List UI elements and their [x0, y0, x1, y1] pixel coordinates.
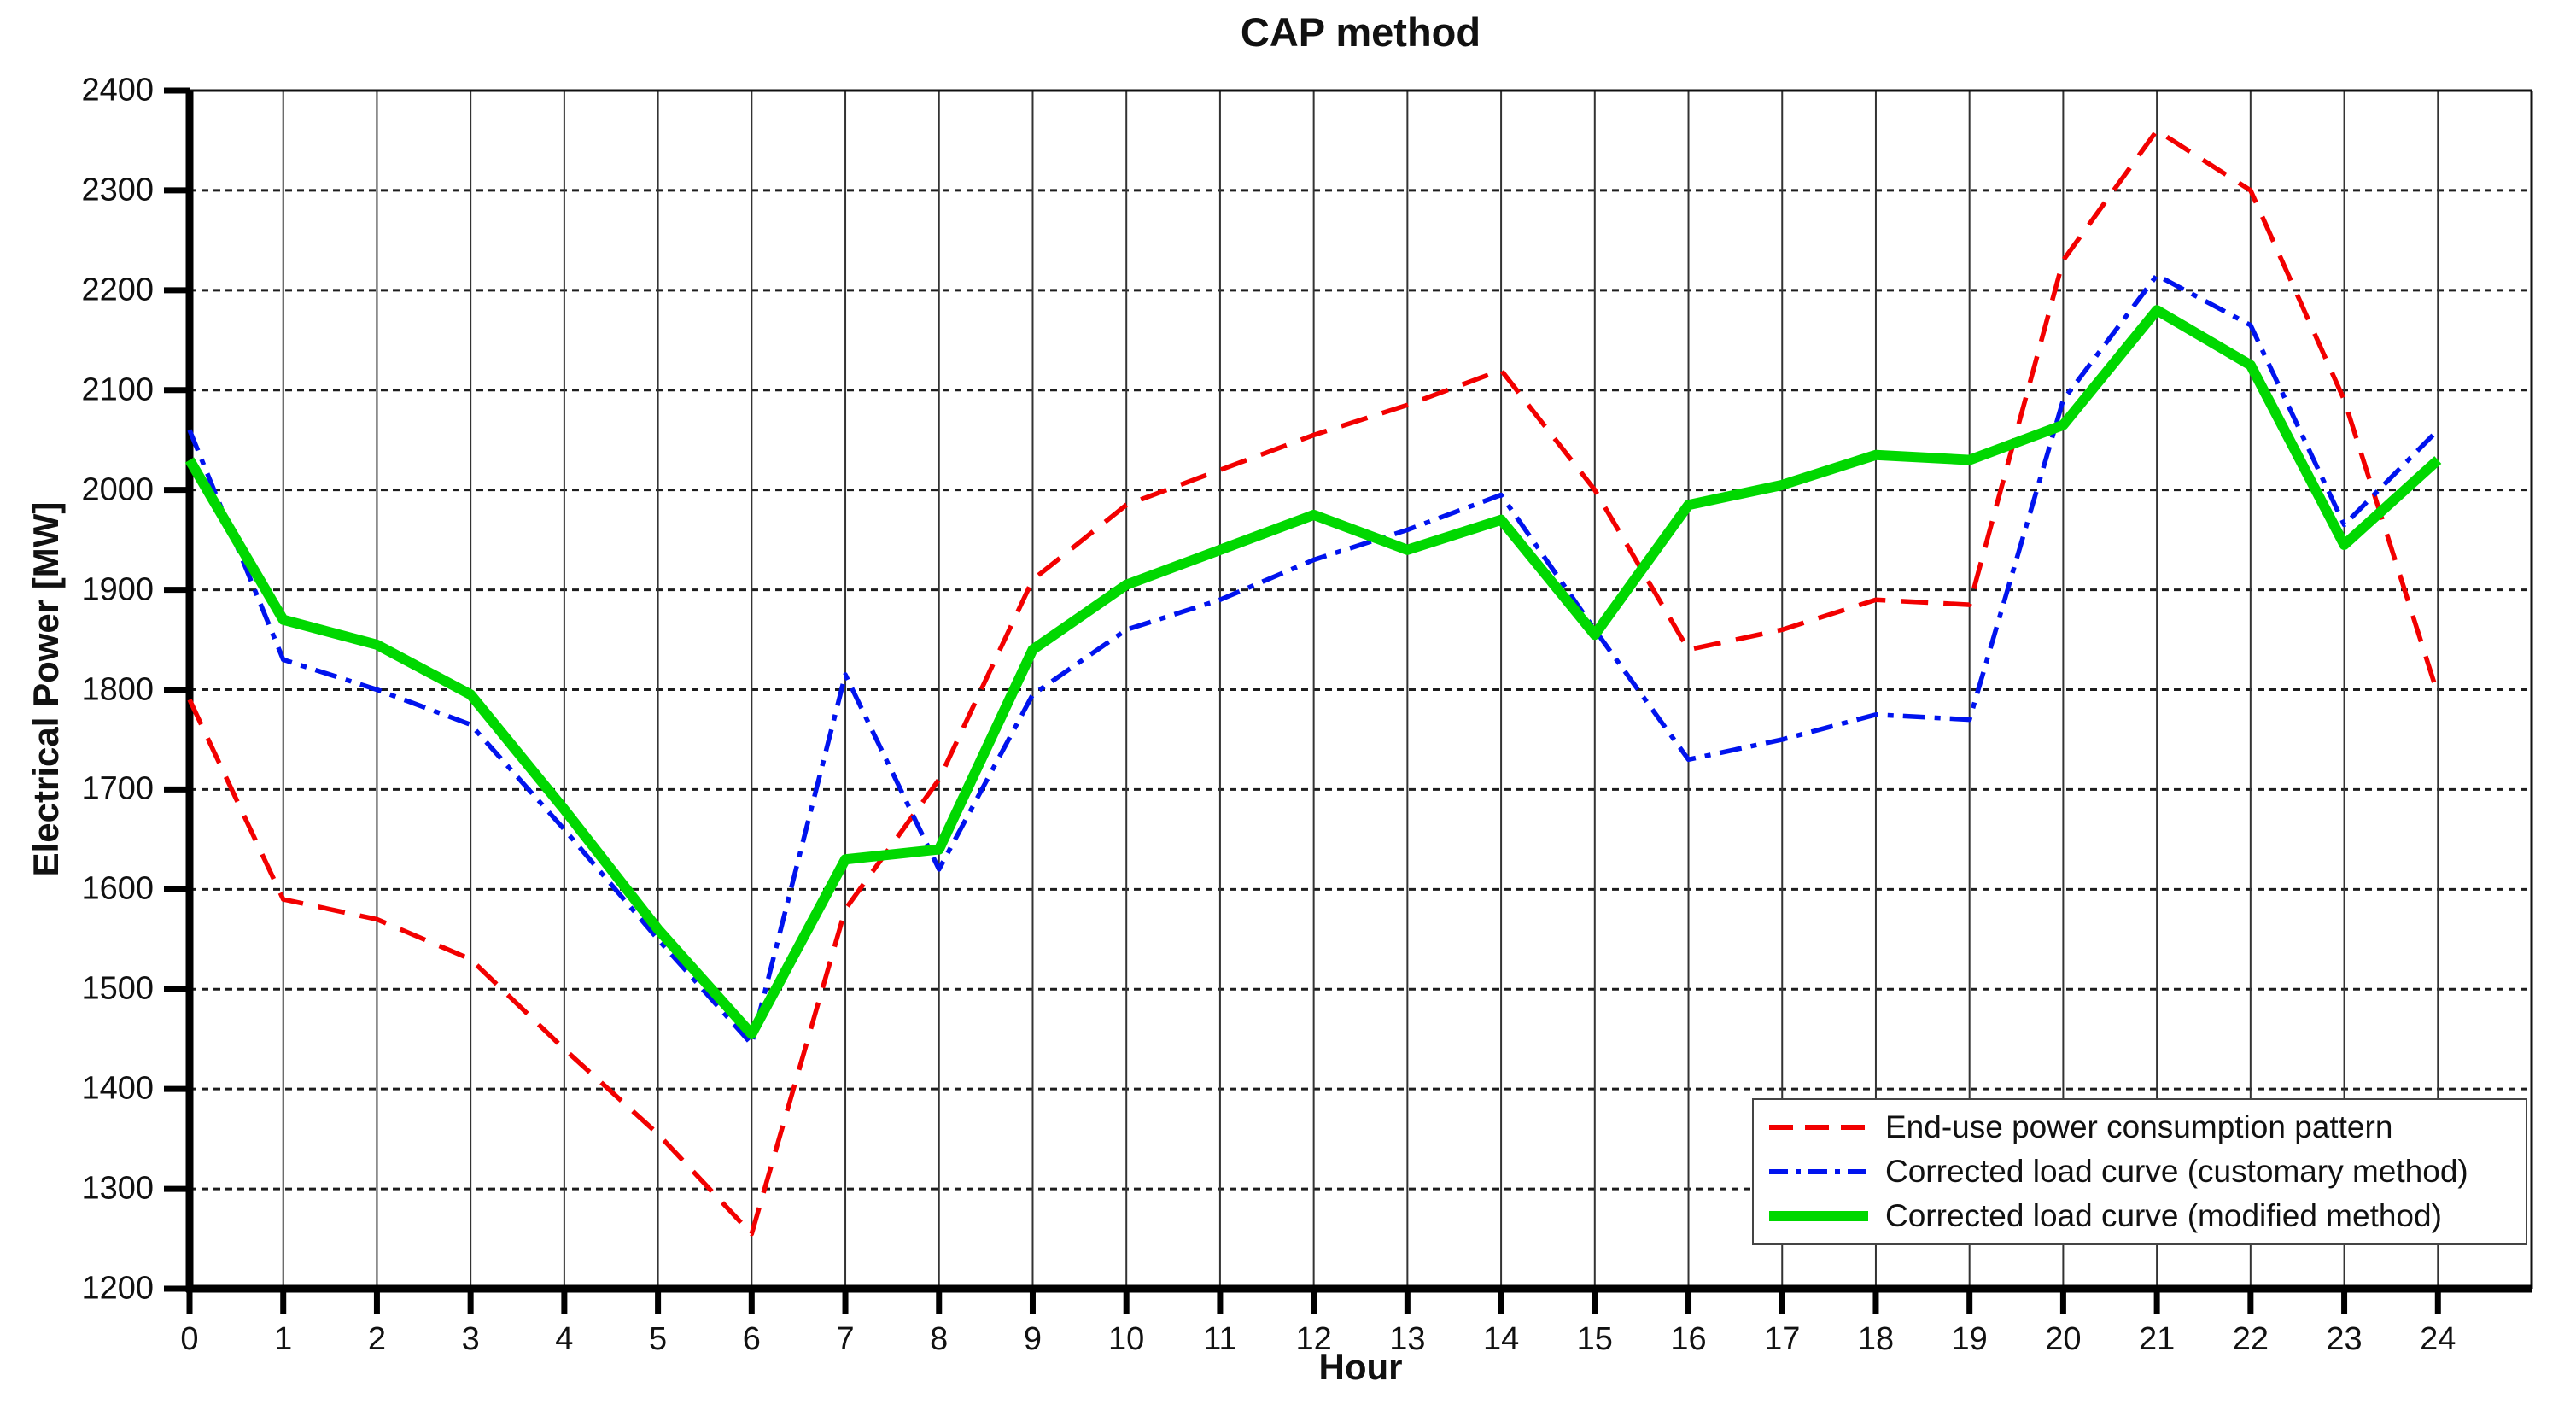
y-tick-label: 1200 — [81, 1270, 154, 1307]
x-tick-label: 5 — [649, 1321, 668, 1357]
x-tick-label: 3 — [461, 1321, 480, 1357]
x-tick-label: 10 — [1108, 1321, 1145, 1357]
y-tick-label: 2200 — [81, 272, 154, 308]
x-tick-label: 14 — [1482, 1321, 1520, 1357]
x-tick-label: 23 — [2326, 1321, 2363, 1357]
legend-entry: End-use power consumption pattern — [1767, 1109, 2526, 1145]
x-tick-label: 24 — [2420, 1321, 2456, 1357]
x-tick-label: 13 — [1389, 1321, 1426, 1357]
y-tick-label: 1700 — [81, 770, 154, 807]
x-tick-label: 4 — [555, 1321, 574, 1357]
x-tick-label: 15 — [1576, 1321, 1613, 1357]
y-tick-label: 1800 — [81, 671, 154, 707]
y-tick-label: 1400 — [81, 1070, 154, 1107]
x-tick-label: 11 — [1203, 1321, 1237, 1357]
series-line-2 — [184, 305, 2442, 1039]
x-tick-label: 19 — [1951, 1321, 1988, 1357]
x-tick-label: 17 — [1764, 1321, 1801, 1357]
y-tick-label: 1300 — [81, 1170, 154, 1207]
x-tick-label: 12 — [1295, 1321, 1332, 1357]
x-tick-label: 2 — [367, 1321, 386, 1357]
y-tick-label: 2000 — [81, 471, 154, 508]
legend-entry: Corrected load curve (modified method) — [1767, 1198, 2526, 1234]
legend-label: Corrected load curve (modified method) — [1885, 1198, 2442, 1233]
legend-label: End-use power consumption pattern — [1885, 1109, 2393, 1144]
chart-title: CAP method — [1240, 9, 1481, 55]
y-tick-label: 2300 — [81, 172, 154, 208]
x-tick-label: 18 — [1857, 1321, 1895, 1357]
x-axis-label: Hour — [1318, 1347, 1403, 1387]
legend-line-sample — [1769, 1169, 1868, 1174]
y-tick-label: 1900 — [81, 571, 154, 608]
x-tick-label: 20 — [2045, 1321, 2082, 1357]
y-tick-label: 1500 — [81, 970, 154, 1007]
legend-entry: Corrected load curve (customary method) — [1767, 1154, 2526, 1190]
legend: End-use power consumption pattern Correct… — [1752, 1098, 2527, 1245]
x-tick-label: 7 — [836, 1321, 855, 1357]
y-tick-label: 2400 — [81, 72, 154, 108]
x-tick-label: 0 — [180, 1321, 199, 1357]
x-tick-label: 8 — [930, 1321, 949, 1357]
series-line-1 — [187, 272, 2440, 1047]
x-tick-label: 22 — [2232, 1321, 2269, 1357]
y-tick-label: 2100 — [81, 372, 154, 408]
legend-line-sample — [1769, 1211, 1868, 1221]
y-tick-label: 1600 — [81, 870, 154, 907]
x-tick-label: 6 — [742, 1321, 761, 1357]
x-tick-label: 21 — [2138, 1321, 2176, 1357]
x-tick-label: 1 — [274, 1321, 293, 1357]
x-tick-label: 16 — [1670, 1321, 1707, 1357]
legend-label: Corrected load curve (customary method) — [1885, 1154, 2468, 1189]
series-line-0 — [187, 128, 2440, 1237]
legend-line-sample — [1769, 1125, 1868, 1130]
x-tick-label: 9 — [1023, 1321, 1043, 1357]
